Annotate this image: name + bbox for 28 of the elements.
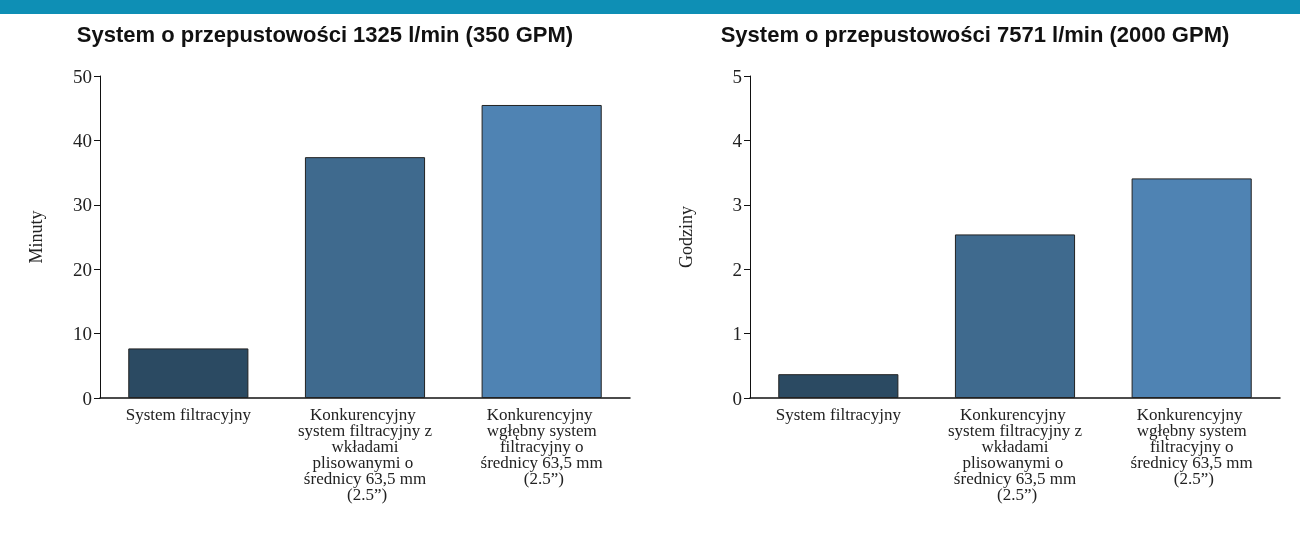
chart-title: System o przepustowości 7571 l/min (2000 GPM) <box>720 21 1230 47</box>
y-tick-label: 40 <box>73 129 92 151</box>
bar <box>128 348 249 398</box>
x-tick-label: System filtracyjny <box>775 404 902 424</box>
x-tick-label: System filtracyjny <box>125 404 252 424</box>
bar <box>954 234 1076 398</box>
y-tick-label: 5 <box>732 65 742 87</box>
y-tick-label: 0 <box>732 387 742 409</box>
bar <box>1131 178 1252 398</box>
y-tick-label: 3 <box>732 194 742 216</box>
y-axis-title: Godziny <box>676 206 696 268</box>
y-tick-label: 2 <box>732 258 742 280</box>
bar <box>304 157 426 398</box>
y-tick-label: 50 <box>73 65 92 87</box>
bar <box>481 104 602 398</box>
y-tick-label: 4 <box>732 129 743 151</box>
bar <box>778 374 899 398</box>
chart-title: System o przepustowości 1325 l/min (350 GPM) <box>76 21 574 47</box>
x-tick-label: Konkurencyjny wgłębny system filtracyjny o średnicy 63,5 mm (2.5”) <box>480 404 603 488</box>
y-tick-label: 10 <box>73 323 92 345</box>
y-axis-title: Minuty <box>26 210 46 264</box>
y-tick-label: 20 <box>73 258 92 280</box>
x-tick-label: Konkurencyjny system filtracyjny z wkładami plisowanymi o średnicy 63,5 mm (2.5”) <box>947 404 1083 504</box>
x-tick-label: Konkurencyjny system filtracyjny z wkładami plisowanymi o średnicy 63,5 mm (2.5”) <box>297 404 433 504</box>
x-tick-label: Konkurencyjny wgłębny system filtracyjny o średnicy 63,5 mm (2.5”) <box>1130 404 1253 488</box>
y-tick-label: 1 <box>732 323 742 345</box>
y-tick-label: 30 <box>73 194 92 216</box>
y-tick-label: 0 <box>82 387 92 409</box>
